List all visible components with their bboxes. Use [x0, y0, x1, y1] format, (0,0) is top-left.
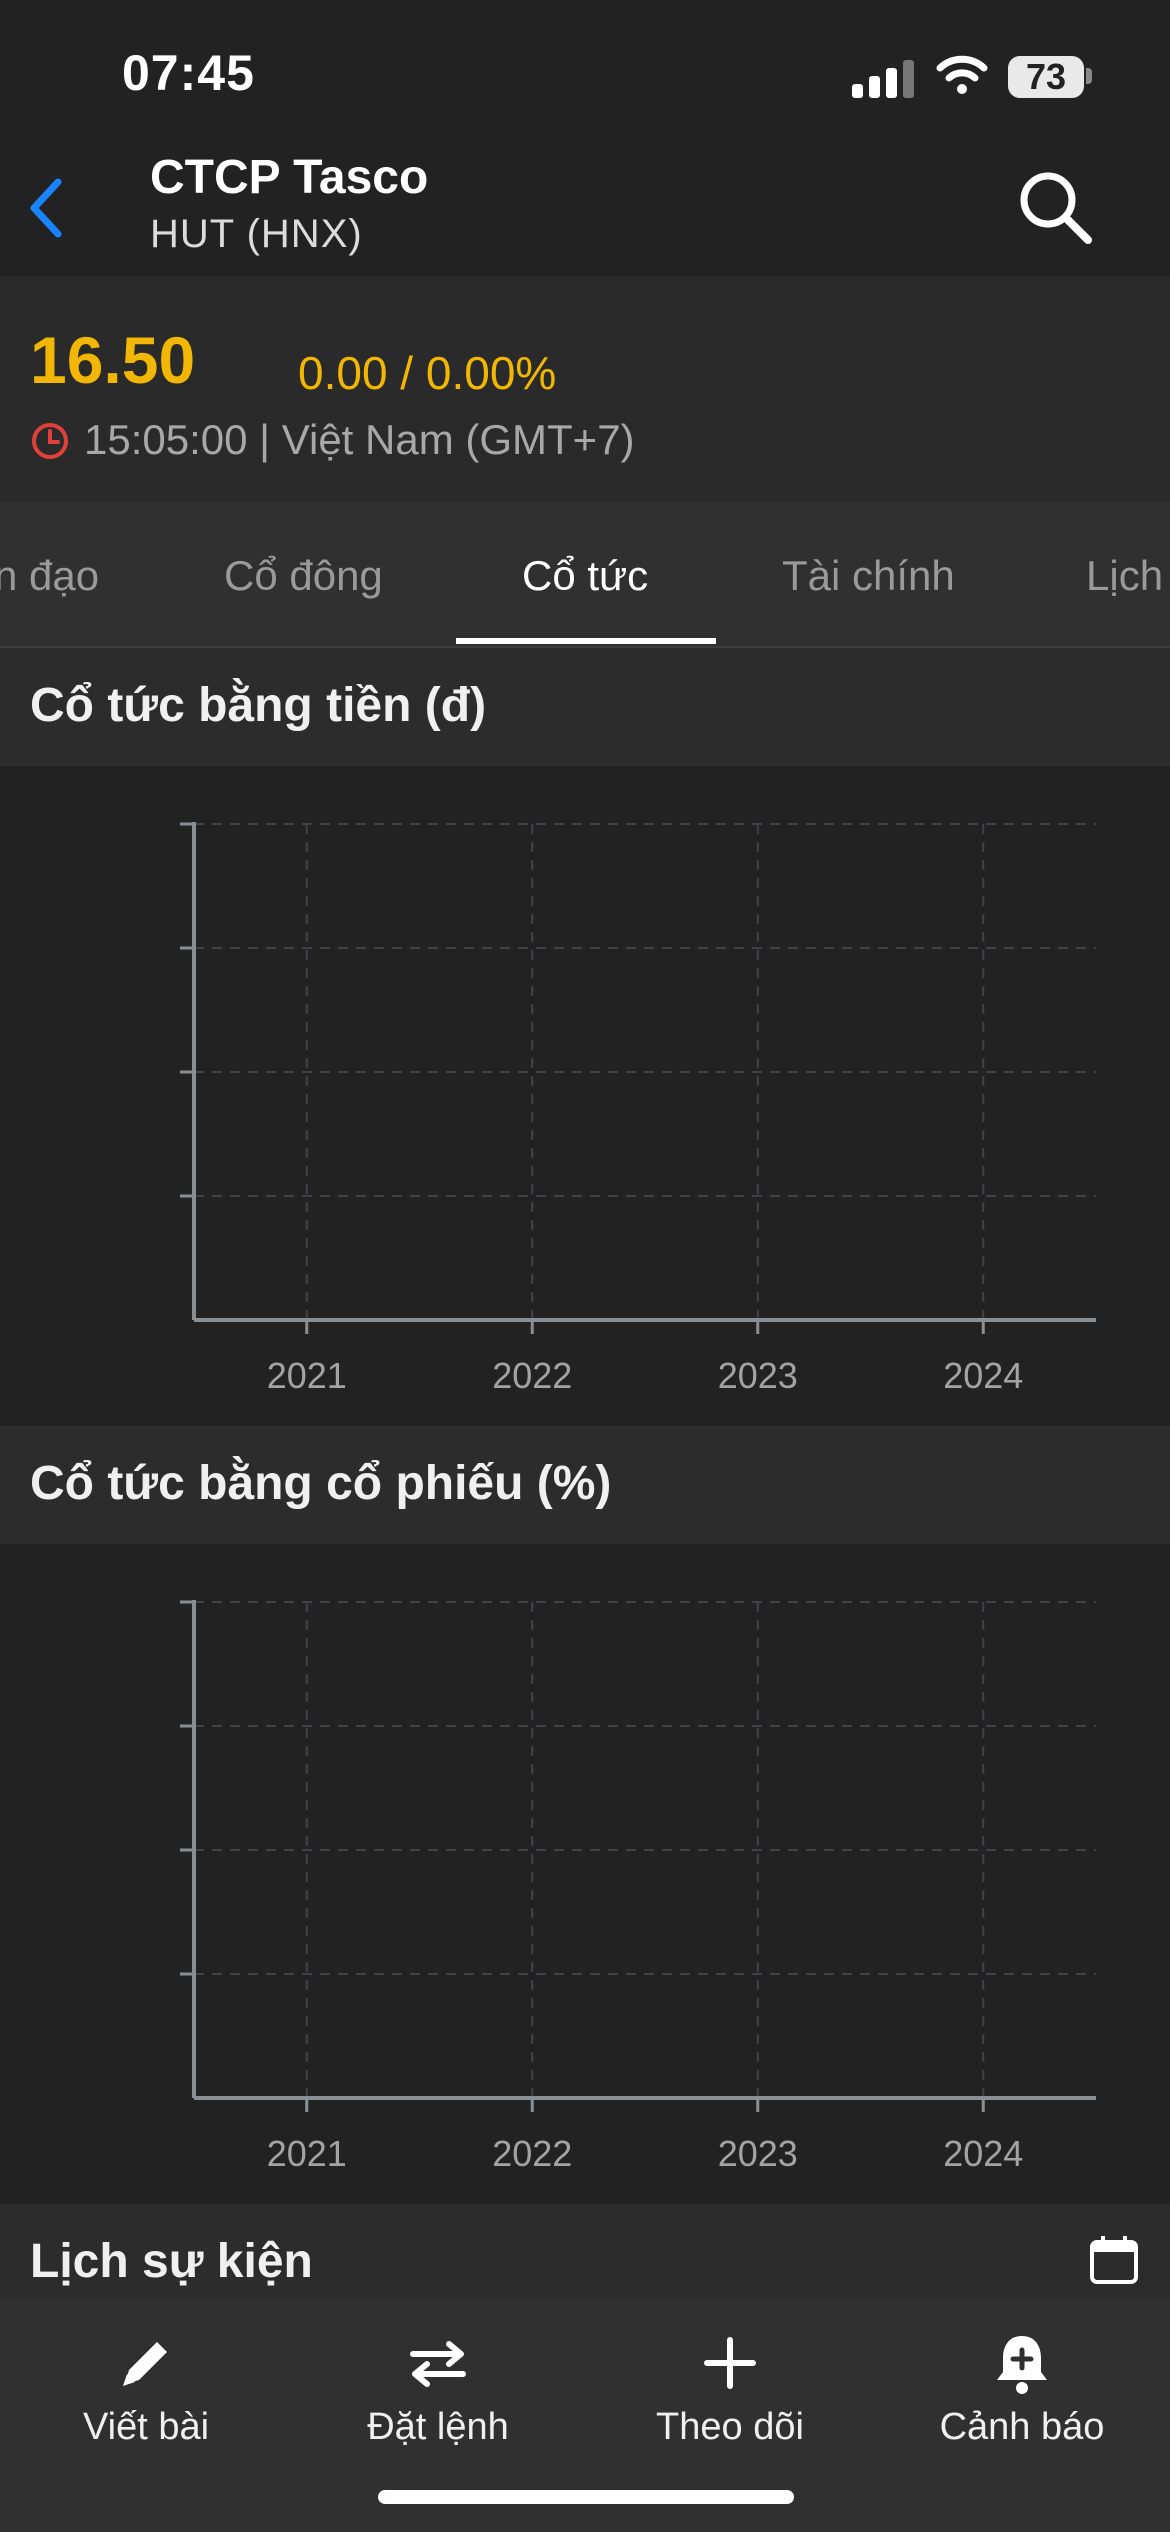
active-tab-indicator [456, 638, 716, 644]
clock-icon [32, 423, 68, 459]
cash-dividend-title: Cổ tức bằng tiền (đ) [30, 679, 487, 732]
x-tick-label: 2023 [718, 2133, 798, 2174]
calendar-icon[interactable] [1088, 2234, 1140, 2286]
x-tick-label: 2022 [492, 1355, 572, 1396]
stock-dividend-header: Cổ tức bằng cổ phiếu (%) [0, 1426, 1170, 1544]
x-tick-label: 2024 [943, 2133, 1023, 2174]
chevron-left-icon [30, 178, 62, 238]
cellular-signal-icon [852, 58, 916, 98]
search-icon[interactable] [1014, 166, 1096, 248]
ticker-symbol: HUT (HNX) [150, 212, 363, 256]
x-tick-label: 2021 [267, 2133, 347, 2174]
x-tick-label: 2022 [492, 2133, 572, 2174]
tab-lich[interactable]: Lịch [1086, 552, 1164, 599]
alert-label: Cảnh báo [939, 2406, 1105, 2448]
stock-dividend-title: Cổ tức bằng cổ phiếu (%) [30, 1457, 612, 1510]
alert-button[interactable]: Cảnh báo [876, 2328, 1168, 2449]
events-title: Lịch sự kiện [30, 2235, 313, 2288]
price-panel [0, 276, 1170, 502]
last-price: 16.50 [30, 323, 196, 397]
swap-arrows-icon [410, 2341, 466, 2387]
events-header: Lịch sự kiện [0, 2204, 1170, 2298]
write-post-button[interactable]: Viết bài [0, 2328, 292, 2449]
tab-co-dong[interactable]: Cổ đông [224, 552, 383, 599]
follow-button[interactable]: Theo dõi [584, 2328, 876, 2449]
battery-indicator: 73 [1008, 56, 1084, 98]
back-button[interactable] [18, 168, 74, 248]
write-post-label: Viết bài [82, 2406, 210, 2448]
place-order-label: Đặt lệnh [367, 2406, 509, 2448]
place-order-button[interactable]: Đặt lệnh [292, 2328, 584, 2449]
quote-timestamp: 15:05:00 | Việt Nam (GMT+7) [84, 416, 635, 463]
tab-tai-chinh[interactable]: Tài chính [782, 552, 955, 599]
bell-plus-icon [997, 2336, 1047, 2394]
follow-label: Theo dõi [656, 2406, 804, 2448]
company-name: CTCP Tasco [150, 151, 429, 204]
x-tick-label: 2021 [267, 1355, 347, 1396]
battery-nub [1086, 68, 1092, 84]
home-indicator [378, 2490, 794, 2504]
status-time: 07:45 [122, 45, 255, 101]
tab-co-tuc[interactable]: Cổ tức [522, 552, 649, 599]
stock-dividend-chart: 2021 2022 2023 2024 [180, 1600, 1096, 2174]
tab-lanh-dao[interactable]: n đạo [0, 552, 100, 599]
wifi-icon [936, 55, 988, 94]
x-tick-label: 2024 [943, 1355, 1023, 1396]
price-change: 0.00 / 0.00% [298, 347, 557, 399]
cash-dividend-header: Cổ tức bằng tiền (đ) [0, 648, 1170, 766]
x-tick-label: 2023 [718, 1355, 798, 1396]
plus-icon [704, 2337, 756, 2389]
cash-dividend-chart: 2021 2022 2023 2024 [180, 822, 1096, 1396]
tab-bar: n đạo Cổ đông Cổ tức Tài chính Lịch [0, 502, 1170, 648]
pencil-icon [123, 2342, 167, 2386]
